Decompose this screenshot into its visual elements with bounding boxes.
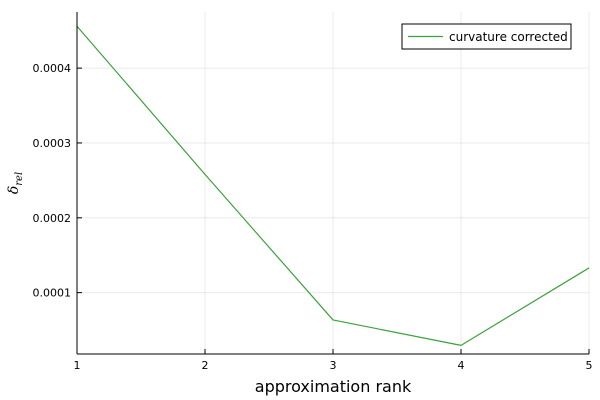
x-tick-label: 4 (458, 359, 465, 372)
y-ticks: 0.0001 0.0002 0.0003 0.0004 (33, 62, 82, 300)
y-tick-label: 0.0003 (33, 137, 72, 150)
x-tick-label: 2 (202, 359, 209, 372)
x-tick-label: 3 (330, 359, 337, 372)
legend-label: curvature corrected (449, 30, 568, 44)
series-line (76, 25, 590, 346)
y-axis-label-sub: rel (14, 172, 25, 186)
series-layer (76, 25, 590, 346)
y-axis-label: δrel (6, 172, 25, 194)
x-tick-label: 1 (74, 359, 81, 372)
y-tick-label: 0.0002 (33, 212, 72, 225)
x-axis-label: approximation rank (255, 377, 412, 396)
y-axis-label-main: δ (6, 186, 22, 194)
y-tick-label: 0.0004 (33, 62, 72, 75)
x-ticks: 1 2 3 4 5 (74, 349, 593, 372)
x-tick-label: 5 (586, 359, 593, 372)
grid-lines (76, 12, 590, 354)
y-tick-label: 0.0001 (33, 287, 72, 300)
legend: curvature corrected (401, 23, 572, 50)
